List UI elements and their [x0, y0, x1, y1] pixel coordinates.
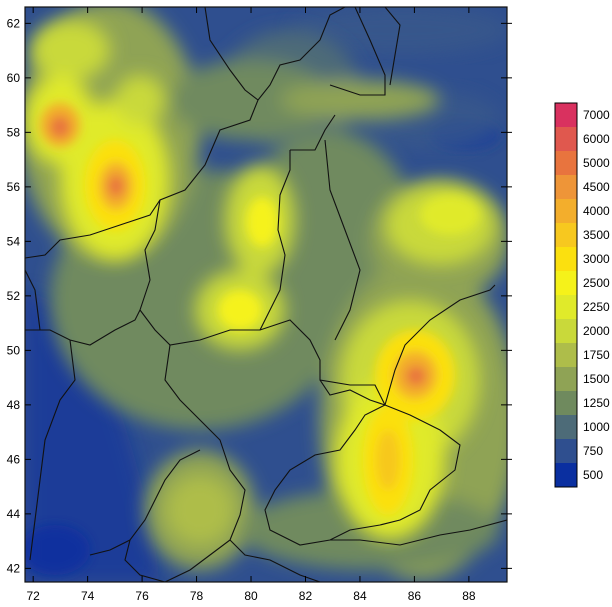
y-tick-label: 46 [7, 452, 21, 466]
low-zone-layer [25, 7, 507, 582]
legend-label: 1000 [583, 420, 610, 434]
y-tick-label: 50 [7, 343, 21, 357]
x-tick-label: 72 [26, 589, 40, 603]
legend-swatch [555, 247, 577, 271]
legend-label: 3000 [583, 252, 610, 266]
legend-label: 7000 [583, 108, 610, 122]
legend-swatch [555, 439, 577, 463]
y-tick-label: 54 [7, 234, 21, 248]
legend-label: 2000 [583, 324, 610, 338]
legend-swatch [555, 103, 577, 127]
x-tick-label: 76 [135, 589, 149, 603]
legend-label: 500 [583, 468, 603, 482]
legend-swatch [555, 415, 577, 439]
y-tick-label: 58 [7, 125, 21, 139]
y-tick-label: 62 [7, 16, 21, 30]
legend-frame [554, 102, 578, 488]
x-tick-label: 78 [190, 589, 204, 603]
region-borders [25, 7, 507, 582]
legend-swatch [555, 367, 577, 391]
y-tick-label: 52 [7, 289, 21, 303]
x-tick-label: 82 [299, 589, 313, 603]
y-tick-label: 42 [7, 561, 21, 575]
legend-swatch [555, 151, 577, 175]
legend-swatch [555, 199, 577, 223]
legend-label: 3500 [583, 228, 610, 242]
peak-zone-layer [40, 103, 480, 515]
legend-label: 2250 [583, 300, 610, 314]
x-axis: 72 74 76 78 80 82 84 86 88 [26, 7, 476, 603]
x-tick-label: 74 [81, 589, 95, 603]
legend-label: 4500 [583, 180, 610, 194]
y-tick-label: 48 [7, 398, 21, 412]
legend-swatch [555, 319, 577, 343]
y-axis: 62 60 58 56 54 52 50 48 46 44 42 [7, 16, 512, 575]
x-tick-label: 84 [353, 589, 367, 603]
map-plot-area [24, 6, 508, 583]
legend-label: 750 [583, 444, 603, 458]
x-tick-label: 86 [408, 589, 422, 603]
color-legend: 7000 6000 5000 4500 4000 3500 3000 2500 2250 2000… [554, 102, 610, 488]
legend-label: 5000 [583, 156, 610, 170]
legend-swatch [555, 463, 577, 487]
y-tick-label: 44 [7, 507, 21, 521]
legend-swatch [555, 223, 577, 247]
legend-label: 2500 [583, 276, 610, 290]
legend-label: 6000 [583, 132, 610, 146]
legend-label: 1500 [583, 372, 610, 386]
legend-label: 1750 [583, 348, 610, 362]
legend-swatch [555, 343, 577, 367]
plot-frame [24, 6, 508, 583]
legend-swatch [555, 391, 577, 415]
legend-swatch [555, 271, 577, 295]
legend-swatch [555, 175, 577, 199]
legend-label: 4000 [583, 204, 610, 218]
legend-swatch [555, 295, 577, 319]
legend-label: 1250 [583, 396, 610, 410]
y-tick-label: 56 [7, 180, 21, 194]
y-tick-label: 60 [7, 71, 21, 85]
x-tick-label: 88 [462, 589, 476, 603]
legend-swatch [555, 127, 577, 151]
x-tick-label: 80 [244, 589, 258, 603]
